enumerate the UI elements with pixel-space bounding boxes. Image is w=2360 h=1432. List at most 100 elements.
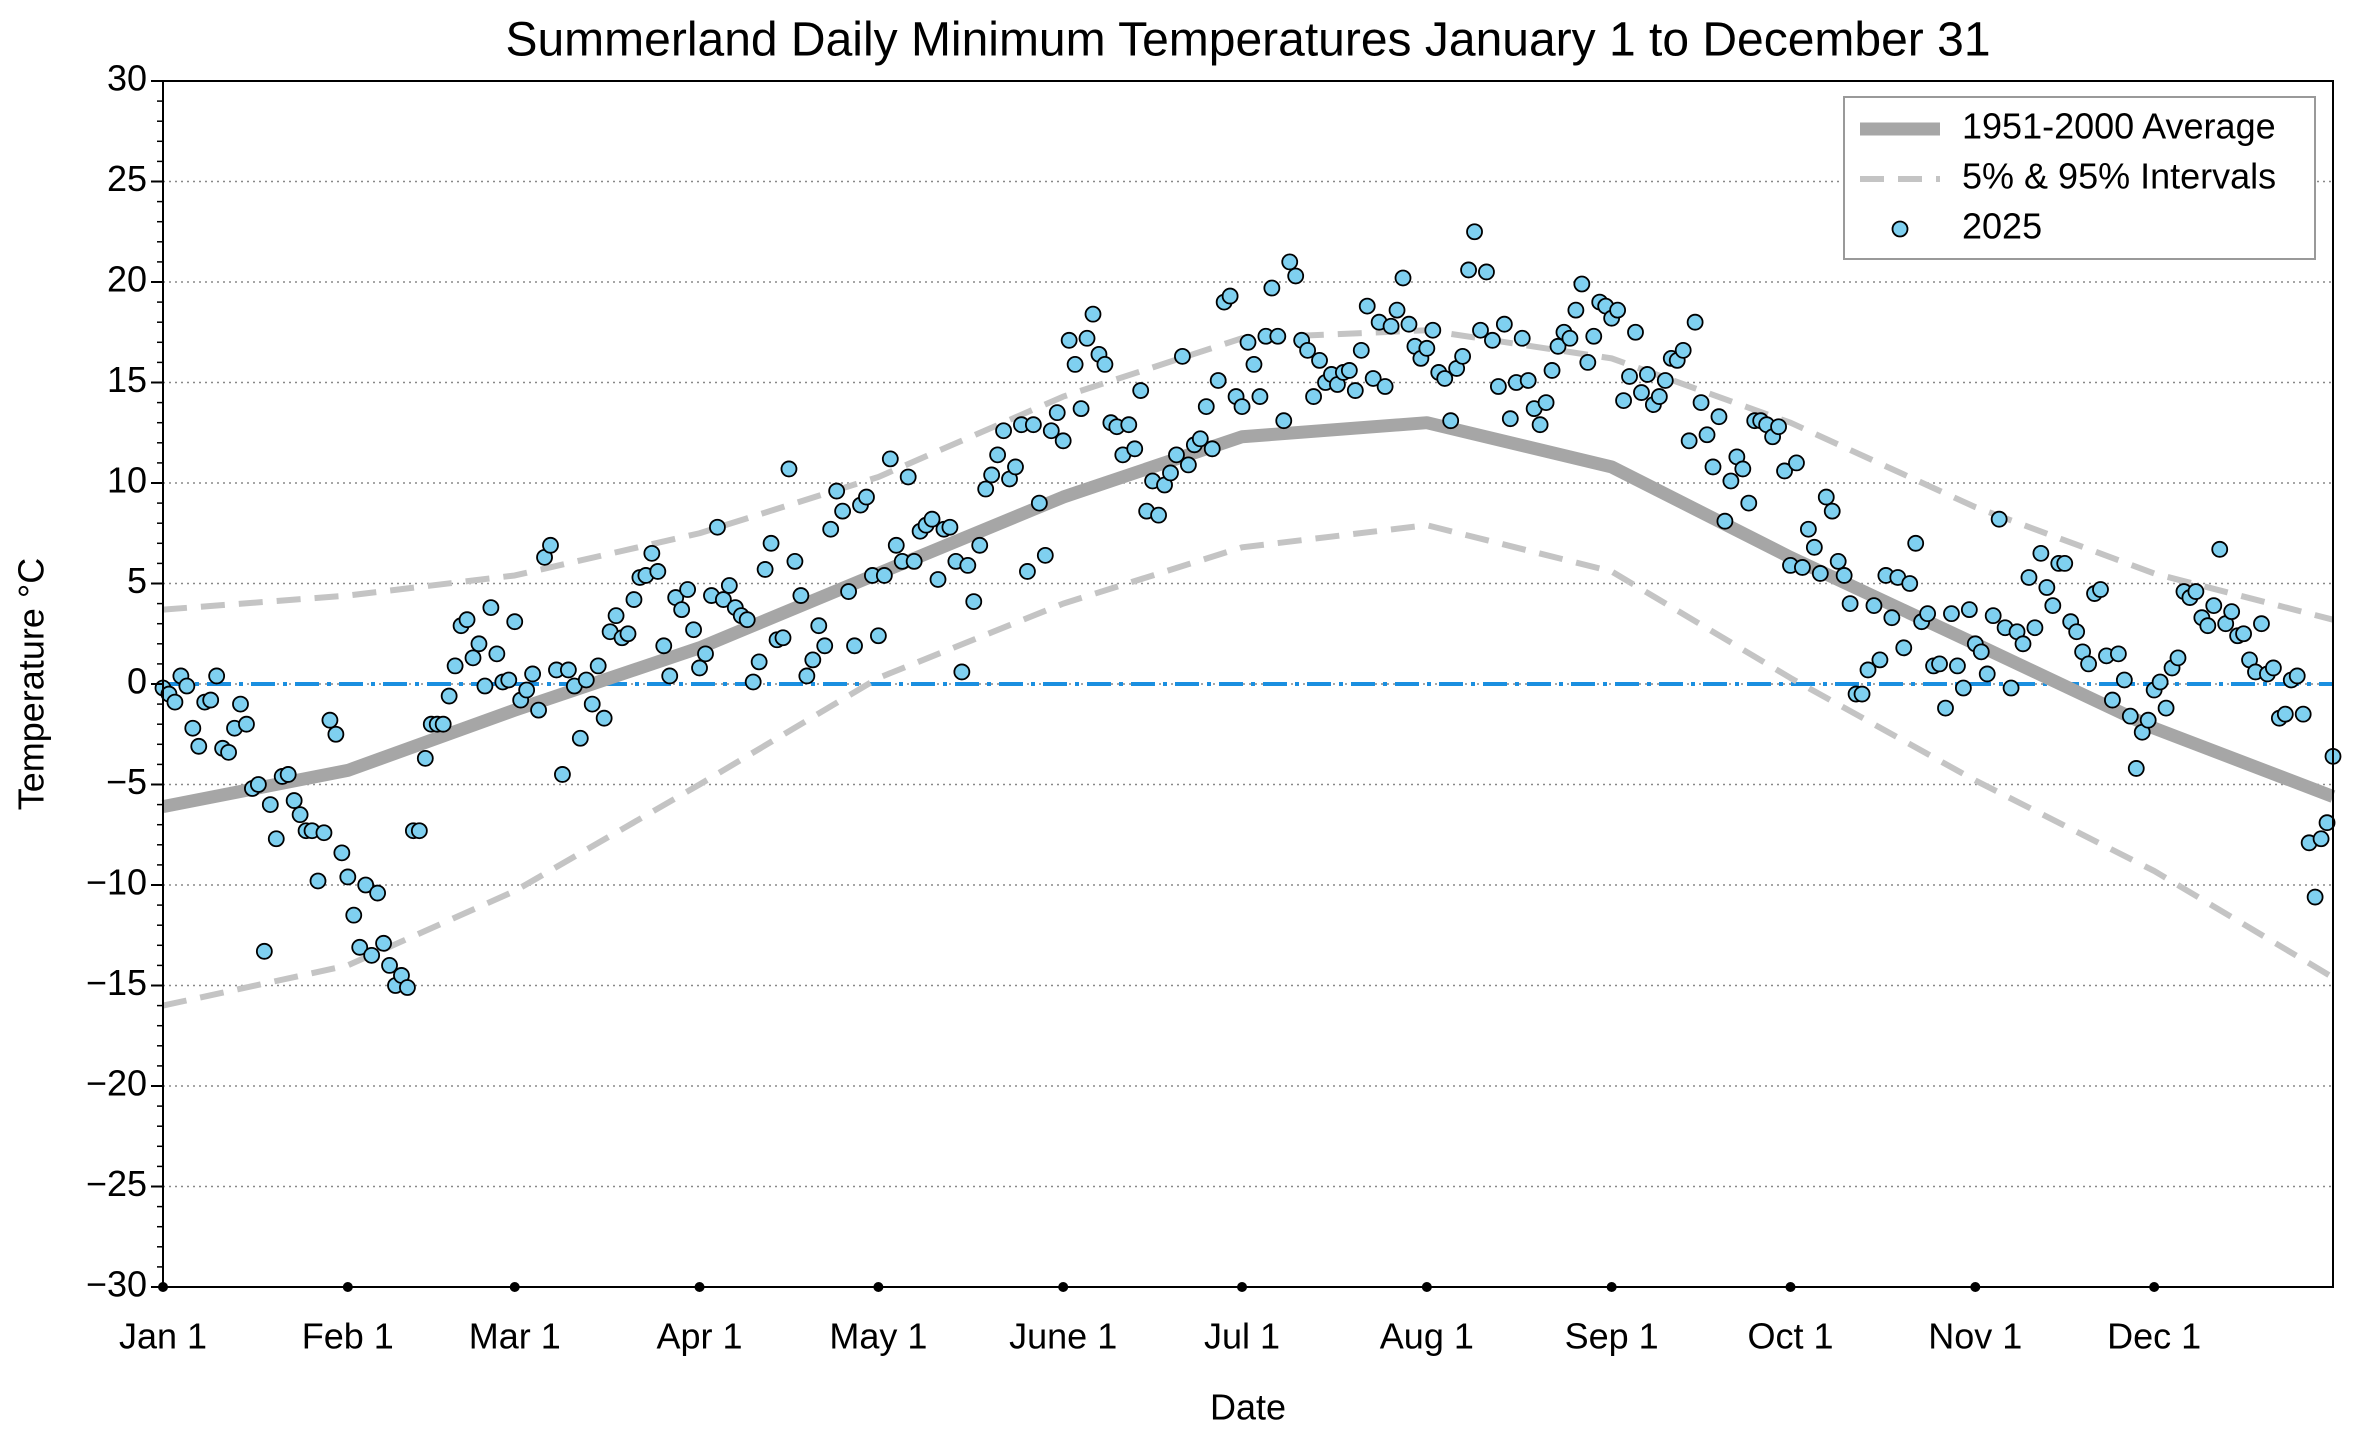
data-point xyxy=(1680,432,1698,450)
data-point xyxy=(816,637,834,655)
legend-label: 5% & 95% Intervals xyxy=(1962,156,2276,197)
data-point xyxy=(983,466,1001,484)
data-point xyxy=(1078,329,1096,347)
data-point xyxy=(524,665,542,683)
data-point xyxy=(810,617,828,635)
data-point xyxy=(1162,464,1179,482)
data-point xyxy=(2205,597,2223,615)
data-point xyxy=(1501,410,1519,428)
data-point xyxy=(1853,685,1871,703)
data-point xyxy=(1036,546,1054,564)
x-tick-label: May 1 xyxy=(829,1316,927,1357)
data-point xyxy=(2318,814,2336,832)
plot-frame xyxy=(162,80,2334,1288)
data-point xyxy=(1943,605,1960,623)
data-point xyxy=(2115,671,2133,689)
data-point xyxy=(1221,287,1239,305)
data-point xyxy=(1585,327,1603,345)
data-point xyxy=(619,625,637,643)
data-point xyxy=(345,906,363,924)
data-point xyxy=(1710,408,1728,426)
x-tick-label: Jul 1 xyxy=(1204,1316,1280,1357)
data-point xyxy=(1209,372,1227,389)
data-point xyxy=(1519,372,1537,389)
data-point xyxy=(1770,418,1787,436)
data-point xyxy=(500,671,518,689)
data-point xyxy=(1621,368,1638,385)
data-point xyxy=(649,563,667,580)
data-point xyxy=(709,518,726,536)
data-point xyxy=(1388,301,1406,319)
data-point xyxy=(2002,679,2020,697)
data-point xyxy=(2121,707,2139,725)
data-point xyxy=(542,536,559,554)
x-axis-label: Date xyxy=(1210,1387,1286,1428)
data-point xyxy=(208,667,226,685)
data-point xyxy=(470,635,488,653)
data-point xyxy=(2127,760,2145,777)
data-point xyxy=(1835,567,1853,584)
data-point xyxy=(1495,315,1513,333)
data-point xyxy=(202,691,220,709)
data-point xyxy=(1990,510,2008,528)
data-point xyxy=(1639,366,1656,383)
data-point xyxy=(1549,337,1567,355)
y-tick-label: −15 xyxy=(86,962,147,1003)
data-point xyxy=(1311,351,1328,369)
data-point xyxy=(1281,253,1299,271)
data-point xyxy=(744,673,762,691)
data-point xyxy=(1072,400,1090,418)
data-point xyxy=(1984,607,2002,625)
data-point xyxy=(1740,494,1758,512)
data-point xyxy=(673,601,691,619)
data-point xyxy=(1263,279,1281,297)
data-point xyxy=(1174,347,1191,365)
data-point xyxy=(238,715,255,733)
data-point xyxy=(363,946,381,964)
line xyxy=(162,327,2334,623)
data-point xyxy=(2223,603,2241,621)
data-point xyxy=(369,884,387,902)
data-point xyxy=(321,711,339,729)
data-point xyxy=(881,450,899,468)
data-point xyxy=(959,557,977,574)
y-tick-label: −5 xyxy=(106,761,147,802)
data-point xyxy=(261,796,279,813)
data-point xyxy=(691,659,708,677)
data-point xyxy=(1054,432,1072,450)
x-tick-label: Sep 1 xyxy=(1565,1316,1659,1357)
data-point xyxy=(607,607,625,625)
data-point xyxy=(1436,370,1454,387)
data-point xyxy=(1150,506,1167,524)
data-point xyxy=(309,872,327,890)
data-point xyxy=(643,544,661,562)
data-point xyxy=(1734,460,1752,478)
x-tick-label: Nov 1 xyxy=(1928,1316,2022,1357)
data-point xyxy=(1478,263,1495,281)
line xyxy=(162,522,2335,1009)
data-point xyxy=(1543,362,1561,379)
data-point xyxy=(1794,559,1811,576)
data-point xyxy=(1376,378,1394,395)
data-point xyxy=(685,621,702,639)
legend-marker xyxy=(1891,220,1909,238)
data-point xyxy=(834,502,852,520)
data-point xyxy=(1537,394,1555,412)
data-point xyxy=(2253,615,2270,633)
data-point xyxy=(1096,356,1114,373)
data-point xyxy=(1168,446,1185,464)
data-point xyxy=(1466,223,1483,241)
data-point xyxy=(351,938,369,956)
data-point xyxy=(1239,333,1257,351)
data-point xyxy=(2020,569,2038,586)
data-point xyxy=(333,844,351,862)
data-point xyxy=(750,653,768,671)
data-point xyxy=(440,687,458,705)
data-point xyxy=(762,534,780,552)
data-point xyxy=(1573,275,1591,293)
data-point xyxy=(2169,649,2187,667)
data-point xyxy=(1615,392,1632,409)
x-tick-label: Mar 1 xyxy=(469,1316,561,1357)
data-point xyxy=(941,518,959,536)
data-point xyxy=(1460,261,1477,279)
